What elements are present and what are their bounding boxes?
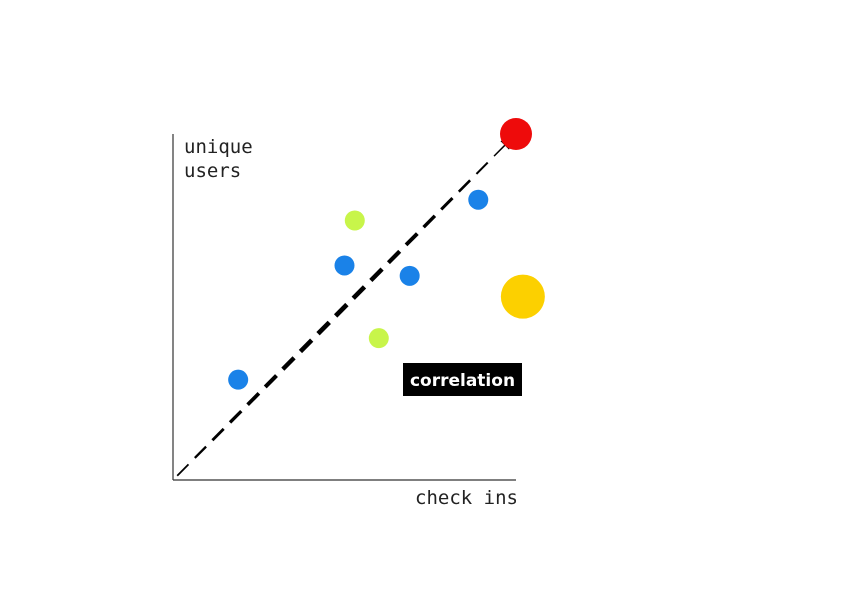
data-point-5 — [344, 210, 365, 231]
trend-dash-4 — [228, 409, 243, 424]
trend-dash-10 — [333, 302, 349, 318]
trend-dash-7 — [281, 356, 296, 371]
data-point-6 — [368, 328, 389, 349]
annotation-badge: correlation — [403, 363, 522, 396]
trend-dash-11 — [351, 285, 367, 300]
annotation-text: correlation — [410, 371, 515, 391]
y-axis-label-line-1: unique — [184, 136, 253, 158]
data-point-2 — [334, 255, 355, 276]
trend-dash-16 — [440, 196, 454, 211]
trend-dash-13 — [386, 249, 402, 265]
trend-dash-19 — [493, 144, 506, 157]
trend-dash-9 — [316, 320, 331, 336]
trend-dash-17 — [457, 179, 472, 193]
data-point-4 — [468, 189, 489, 210]
x-axis-label: check ins — [415, 487, 518, 509]
trend-dash-18 — [475, 161, 489, 175]
trend-dash-15 — [422, 214, 437, 229]
trend-dash-5 — [246, 392, 261, 407]
trend-dash-8 — [298, 338, 314, 354]
trend-dash-12 — [369, 267, 384, 283]
data-point-1 — [228, 369, 249, 390]
data-point-3 — [399, 265, 420, 286]
trend-dash-6 — [263, 374, 278, 389]
data-point-7 — [500, 118, 532, 150]
annotation-badge-background — [403, 363, 522, 396]
y-axis-label-line-2: users — [184, 160, 241, 182]
data-point-8 — [500, 274, 545, 319]
trend-dash-2 — [193, 445, 207, 459]
trend-dash-3 — [211, 427, 225, 442]
trend-dash-14 — [404, 232, 419, 247]
trend-dash-1 — [176, 463, 190, 477]
